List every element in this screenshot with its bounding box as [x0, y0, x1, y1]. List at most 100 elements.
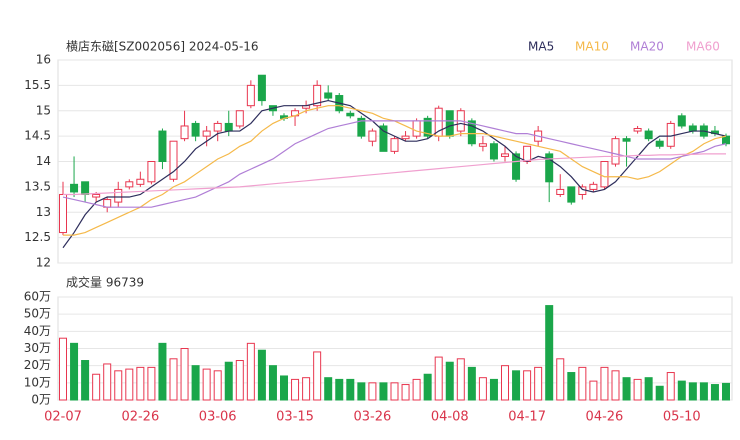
volume-bar — [722, 382, 730, 401]
candle-body — [589, 183, 598, 190]
candle-body — [567, 186, 576, 203]
y-tick-label: 0万 — [31, 393, 51, 407]
x-tick-label: 04-17 — [508, 410, 546, 425]
volume-bar — [390, 382, 399, 401]
volume-bar — [644, 377, 653, 401]
y-tick-label: 60万 — [24, 290, 51, 304]
volume-bar — [456, 358, 465, 401]
volume-bar — [434, 356, 443, 401]
volume-bar — [302, 377, 311, 401]
y-tick-label: 50万 — [24, 307, 51, 321]
x-tick-label: 03-15 — [276, 410, 314, 425]
volume-bar — [423, 373, 432, 401]
candle-body — [523, 145, 532, 162]
volume-bar — [257, 349, 266, 401]
y-tick-label: 40万 — [24, 324, 51, 338]
candle-body — [644, 130, 653, 140]
y-tick-label: 15.5 — [24, 78, 51, 92]
candle-body — [401, 135, 410, 140]
candle-body — [434, 107, 443, 137]
volume-bar — [512, 370, 521, 401]
y-tick-label: 13.5 — [24, 179, 51, 193]
candle-body — [158, 130, 167, 163]
y-tick-label: 10万 — [24, 375, 51, 389]
candle-body — [324, 92, 333, 99]
volume-bar — [545, 305, 554, 401]
candle-body — [379, 125, 388, 152]
volume-bar — [169, 358, 178, 401]
candle-body — [390, 138, 399, 152]
candle-body — [512, 153, 521, 180]
volume-bar — [268, 365, 277, 401]
volume-bar — [699, 382, 708, 401]
candle-body — [313, 84, 322, 107]
volume-bar — [291, 378, 300, 401]
volume-bar — [611, 370, 620, 401]
volume-bar — [633, 378, 642, 401]
x-tick-label: 05-10 — [663, 410, 701, 425]
candle-body — [136, 178, 145, 185]
y-tick-label: 13 — [36, 205, 51, 219]
candle-body — [357, 117, 366, 137]
volume-bar — [677, 380, 686, 401]
volume-bar — [467, 366, 476, 401]
candle-body — [147, 161, 156, 183]
candle-body — [655, 140, 664, 147]
candle-body — [578, 186, 587, 195]
volume-bar — [335, 378, 344, 401]
candle-body — [688, 125, 697, 132]
x-tick-label: 04-08 — [431, 410, 469, 425]
x-tick-label: 04-26 — [586, 410, 624, 425]
x-tick-label: 03-06 — [199, 410, 237, 425]
volume-bar — [412, 378, 421, 401]
volume-bar — [313, 351, 322, 401]
volume-bar — [70, 342, 79, 401]
candle-body — [257, 74, 266, 102]
volume-bar — [103, 363, 112, 401]
x-tick-label: 03-26 — [354, 410, 392, 425]
volume-bar — [357, 382, 366, 401]
y-tick-label: 12 — [36, 256, 51, 270]
x-tick-label: 02-07 — [44, 410, 82, 425]
volume-bar — [59, 337, 67, 401]
y-tick-label: 30万 — [24, 341, 51, 355]
candle-body — [213, 122, 222, 132]
ma-line — [62, 99, 727, 249]
volume-bar — [578, 366, 587, 401]
candle-body — [202, 130, 211, 137]
volume-bar — [556, 358, 565, 401]
candle-body — [235, 110, 244, 127]
volume-title: 成交量 96739 — [66, 275, 144, 290]
candle-body — [70, 183, 79, 193]
candle-body — [114, 188, 123, 203]
volume-bar — [246, 342, 255, 401]
candle-body — [666, 122, 675, 147]
candle-body — [501, 153, 509, 157]
candle-body — [169, 140, 178, 180]
volume-bar — [710, 384, 719, 401]
volume-bar — [114, 370, 123, 401]
ma-line — [63, 153, 726, 196]
candle-body — [600, 161, 609, 188]
chart-title: 横店东磁[SZ002056] 2024-05-16 — [66, 39, 259, 54]
candle-body — [633, 128, 642, 132]
volume-bar — [567, 372, 576, 401]
candle-body — [59, 193, 67, 234]
candle-body — [92, 193, 101, 198]
volume-bar — [180, 348, 189, 401]
volume-bar — [688, 382, 697, 401]
volume-bar — [523, 370, 532, 401]
y-tick-label: 15 — [36, 103, 51, 117]
y-tick-label: 14 — [36, 154, 51, 168]
volume-bar — [368, 382, 377, 401]
volume-bar — [589, 380, 598, 401]
volume-bar — [346, 378, 355, 401]
volume-bar — [280, 375, 288, 401]
volume-bar — [489, 378, 498, 401]
volume-bar — [445, 361, 454, 401]
legend-entry: MA20 — [630, 40, 664, 54]
y-tick-label: 12.5 — [24, 230, 51, 244]
candle-body — [346, 112, 355, 117]
volume-bar — [600, 366, 609, 401]
